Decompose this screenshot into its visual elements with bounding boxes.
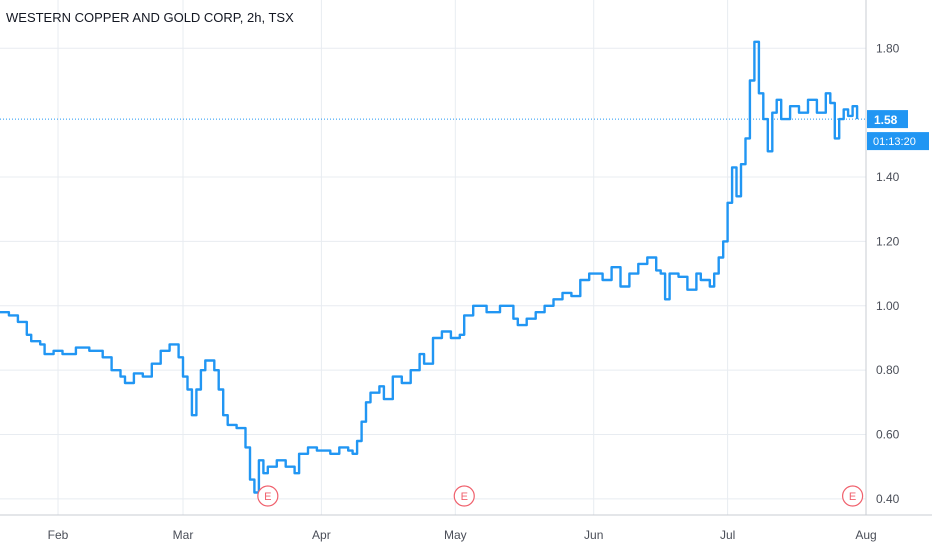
price-tag-box [867, 110, 908, 129]
y-tick-label: 0.80 [876, 363, 900, 377]
price-tag-value: 1.58 [874, 113, 898, 127]
x-tick-label: May [444, 528, 467, 542]
grid [0, 0, 867, 515]
x-tick-label: Feb [48, 528, 69, 542]
x-tick-label: Aug [855, 528, 876, 542]
chart-title: WESTERN COPPER AND GOLD CORP, 2h, TSX [6, 10, 294, 25]
price-series-line [0, 40, 859, 494]
countdown-box [867, 132, 929, 151]
y-tick-label: 1.80 [876, 41, 900, 55]
y-tick-label: 1.40 [876, 170, 900, 184]
y-tick-label: 0.40 [876, 492, 900, 506]
earnings-marker-label: E [264, 491, 271, 503]
y-tick-label: 1.20 [876, 234, 900, 248]
y-tick-label: 0.60 [876, 428, 900, 442]
earnings-marker [453, 485, 475, 507]
earnings-marker [842, 485, 864, 507]
countdown-value: 01:13:20 [873, 136, 916, 148]
earnings-marker-label: E [461, 491, 468, 503]
x-tick-label: Mar [173, 528, 194, 542]
y-tick-label: 1.00 [876, 299, 900, 313]
x-tick-label: Apr [312, 528, 331, 542]
axes: Feb Mar Apr May Jun Jul Aug 0.40 0.60 0.80 1.00 1.2… [0, 0, 932, 542]
x-tick-label: Jun [584, 528, 603, 542]
earnings-marker-label: E [849, 491, 856, 503]
earnings-marker [257, 485, 279, 507]
price-tag: 1.58 01:13:20 [867, 110, 929, 151]
x-tick-label: Jul [720, 528, 735, 542]
